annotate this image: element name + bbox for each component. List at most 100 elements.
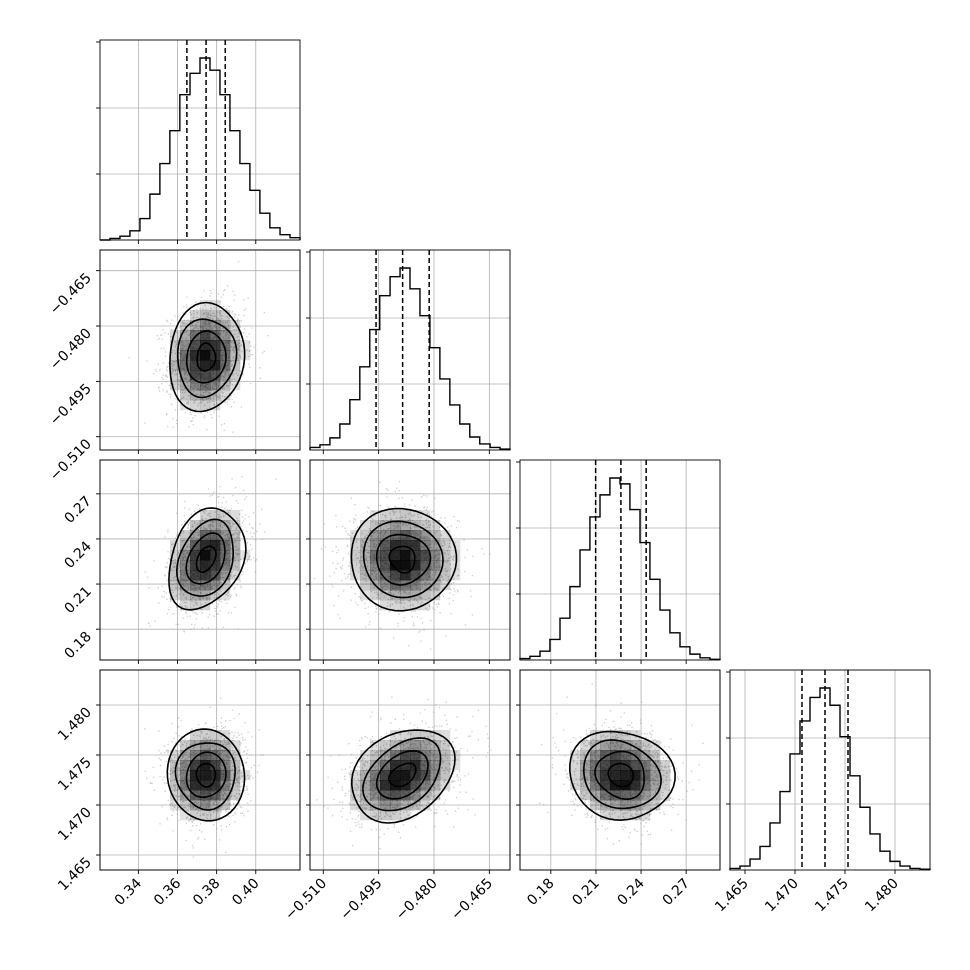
contour-line [195, 762, 217, 788]
density-cell [230, 350, 241, 361]
density-cell [170, 380, 181, 391]
pair-panel-0-1 [96, 249, 301, 454]
density-cell [390, 510, 401, 521]
density-cell [380, 810, 391, 821]
density-cell [190, 600, 201, 611]
density-cell [620, 780, 631, 791]
x-tick-label: 0.24 [615, 875, 648, 908]
density-cell [180, 400, 191, 411]
pair-panel-0-3 [96, 669, 301, 874]
density-cell [350, 800, 361, 811]
density-cell [380, 580, 391, 591]
density-cell [590, 790, 601, 801]
density-cell [400, 790, 411, 801]
density-cell [390, 580, 401, 591]
density-cell [210, 780, 221, 791]
density-cell [630, 760, 641, 771]
density-cell [370, 800, 381, 811]
density-cell [400, 510, 411, 521]
density-cell [390, 760, 401, 771]
density-cell [190, 380, 201, 391]
density-cell [360, 550, 371, 561]
contour-line [387, 762, 417, 788]
x-tick-label: 0.27 [660, 876, 693, 909]
density-cell [600, 780, 611, 791]
density-cell [430, 740, 441, 751]
density-cell [180, 570, 191, 581]
density-cell [620, 770, 631, 781]
density-cell [410, 790, 421, 801]
density-cell [440, 550, 451, 561]
density-cell [360, 750, 371, 761]
contour-line [350, 729, 456, 824]
density-cell [370, 780, 381, 791]
contour-line [362, 520, 444, 599]
diagonal-panel-3 [726, 669, 931, 874]
panel-content [144, 697, 265, 858]
density-cell [200, 310, 211, 321]
density-cell [600, 770, 611, 781]
density-cell [200, 790, 211, 801]
density-cell [380, 780, 391, 791]
density-cell [190, 750, 201, 761]
density-cell [400, 740, 411, 751]
density-cell [370, 570, 381, 581]
density-cell [210, 790, 221, 801]
density-cell [220, 730, 231, 741]
density-cell [380, 590, 391, 601]
density-cell [430, 560, 441, 571]
density-cell [370, 750, 381, 761]
x-tick-label: 1.465 [712, 876, 752, 916]
density-cell [380, 770, 391, 781]
density-cell [220, 520, 231, 531]
density-cell [450, 540, 461, 551]
density-cell [200, 550, 211, 561]
density-cell [220, 790, 231, 801]
density-cell [200, 400, 211, 411]
density-cell [620, 790, 631, 801]
density-cell [370, 550, 381, 561]
density-cell [440, 570, 451, 581]
density-cell [380, 750, 391, 761]
density-cell [230, 530, 241, 541]
panel-frame [309, 459, 511, 661]
y-tick-label: 1.465 [55, 855, 95, 895]
density-cell [600, 750, 611, 761]
density-cell [640, 760, 651, 771]
density-cell [210, 570, 221, 581]
contour-line [594, 750, 645, 801]
density-cell [650, 750, 661, 761]
density-cell [370, 810, 381, 821]
density-cell [390, 790, 401, 801]
density-cell [210, 320, 221, 331]
density-cell [190, 560, 201, 571]
density-cell [430, 790, 441, 801]
density-cell [210, 580, 221, 591]
density-cell [380, 550, 391, 561]
density-cell [200, 580, 211, 591]
density-cell [180, 600, 191, 611]
y-tick-label: 1.480 [55, 705, 95, 745]
density-cell [660, 760, 671, 771]
density-cell [430, 570, 441, 581]
density-cell [170, 590, 181, 601]
panel-content [128, 260, 269, 433]
x-tick-label: 1.480 [862, 876, 902, 916]
contour-line [166, 728, 246, 822]
density-cell [430, 540, 441, 551]
density-cell [590, 750, 601, 761]
density-cell [610, 740, 621, 751]
density-cell [210, 330, 221, 341]
density-cell [200, 350, 211, 361]
density-cell [230, 320, 241, 331]
density-cell [420, 570, 431, 581]
panel-content [313, 480, 491, 650]
density-cell [400, 570, 411, 581]
density-cell [190, 780, 201, 791]
density-cell [430, 550, 441, 561]
density-cell [170, 370, 181, 381]
density-cell [600, 740, 611, 751]
density-cell [440, 530, 451, 541]
density-cell [180, 560, 191, 571]
density-cell [180, 350, 191, 361]
